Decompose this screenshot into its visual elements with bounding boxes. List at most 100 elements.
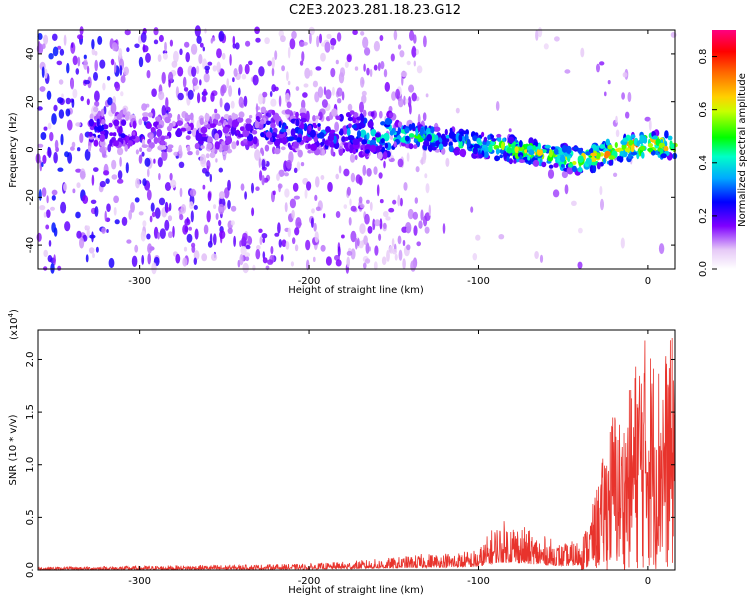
heatmap-cell — [218, 203, 225, 215]
heatmap-cell — [663, 145, 669, 152]
heatmap-cell — [204, 65, 210, 71]
heatmap-cell — [475, 234, 481, 241]
heatmap-cell — [252, 264, 256, 271]
heatmap-cell — [310, 217, 314, 228]
heatmap-cell — [363, 63, 366, 72]
heatmap-cell — [94, 59, 98, 72]
heatmap-cell — [621, 143, 627, 150]
heatmap-cell — [57, 265, 62, 271]
heatmap-cell — [351, 124, 357, 129]
heatmap-cell — [113, 207, 117, 216]
heatmap-cell — [397, 158, 404, 168]
heatmap-cell — [535, 29, 539, 41]
heatmap-cell — [104, 210, 107, 222]
heatmap-cell — [566, 155, 572, 159]
heatmap-cell — [534, 251, 539, 259]
colorbar-tick-label: 0.4 — [698, 155, 709, 171]
heatmap-cell — [101, 227, 106, 234]
heatmap-cell — [48, 240, 52, 247]
heatmap-cell — [324, 41, 331, 53]
snr-y-ticks: 0.0 0.5 1.0 1.5 2.0 — [25, 352, 675, 578]
heatmap-cell — [652, 135, 658, 140]
heatmap-cell — [613, 172, 618, 177]
heatmap-cell — [397, 126, 401, 135]
heatmap-cell — [290, 261, 294, 267]
heatmap-cell — [146, 233, 151, 240]
heatmap-cell — [383, 211, 389, 218]
heatmap-cell — [359, 223, 366, 235]
heatmap-cell — [60, 201, 67, 214]
heatmap-cell — [223, 119, 227, 125]
heatmap-cell — [187, 89, 194, 100]
heatmap-cell — [572, 165, 577, 173]
heatmap-cell — [373, 64, 378, 71]
heatmap-cell — [117, 170, 123, 180]
heatmap-cell — [215, 213, 219, 220]
heatmap-cell — [278, 239, 282, 248]
x-tick-label: -300 — [128, 576, 151, 587]
heatmap-cell — [206, 210, 211, 223]
heatmap-cell — [393, 30, 398, 41]
heatmap-cell — [271, 57, 276, 69]
heatmap-cell — [541, 161, 547, 168]
heatmap-cell — [536, 148, 543, 156]
heatmap-cell — [99, 146, 106, 153]
heatmap-cell — [614, 142, 618, 148]
heatmap-cell — [260, 106, 267, 113]
heatmap-cell — [448, 131, 455, 139]
heatmap-cell — [113, 119, 120, 127]
heatmap-cell — [532, 159, 540, 167]
heatmap-cell — [300, 162, 305, 167]
heatmap-cell — [178, 144, 183, 155]
heatmap-cell — [244, 63, 250, 75]
heatmap-cell — [38, 189, 42, 201]
heatmap-cell — [65, 108, 71, 117]
heatmap-cell — [214, 113, 221, 120]
heatmap-cell — [107, 97, 113, 106]
y-tick-label: -40 — [25, 237, 36, 253]
heatmap-cell — [159, 228, 166, 240]
heatmap-cell — [444, 128, 448, 136]
heatmap-cell — [430, 126, 435, 134]
heatmap-cell — [46, 209, 51, 218]
spectrogram-y-axis-label: Frequency (Hz) — [8, 112, 19, 188]
heatmap-cell — [338, 130, 344, 136]
heatmap-cell — [395, 88, 400, 100]
heatmap-cell — [607, 80, 611, 85]
heatmap-cell — [605, 138, 610, 146]
heatmap-cell — [196, 65, 200, 75]
heatmap-cell — [71, 98, 75, 108]
heatmap-cell — [221, 141, 226, 146]
heatmap-cell — [52, 46, 59, 57]
heatmap-cell — [206, 142, 213, 150]
heatmap-cell — [187, 130, 192, 135]
heatmap-cell — [57, 45, 62, 50]
heatmap-cell — [604, 91, 607, 97]
heatmap-cell — [319, 33, 322, 44]
heatmap-cell — [92, 253, 95, 258]
heatmap-cell — [314, 231, 319, 243]
heatmap-cell — [199, 42, 204, 48]
heatmap-cell — [326, 33, 332, 40]
heatmap-cell — [291, 30, 297, 40]
heatmap-cell — [183, 87, 189, 92]
heatmap-cell — [251, 130, 258, 135]
heatmap-cell — [622, 137, 629, 142]
heatmap-cell — [367, 226, 373, 234]
heatmap-cell — [350, 172, 356, 183]
heatmap-cell — [182, 257, 188, 267]
heatmap-cell — [121, 216, 128, 226]
heatmap-cell — [130, 202, 135, 213]
heatmap-cell — [411, 122, 416, 129]
heatmap-cell — [352, 138, 360, 146]
heatmap-cell — [75, 122, 81, 127]
heatmap-cell — [261, 159, 266, 170]
heatmap-cell — [425, 183, 430, 194]
heatmap-cell — [251, 182, 254, 194]
heatmap-cell — [75, 68, 80, 75]
heatmap-cell — [267, 259, 274, 265]
heatmap-cell — [556, 154, 561, 163]
heatmap-cell — [37, 33, 43, 40]
heatmap-cell — [88, 247, 95, 254]
heatmap-cell — [402, 258, 406, 270]
